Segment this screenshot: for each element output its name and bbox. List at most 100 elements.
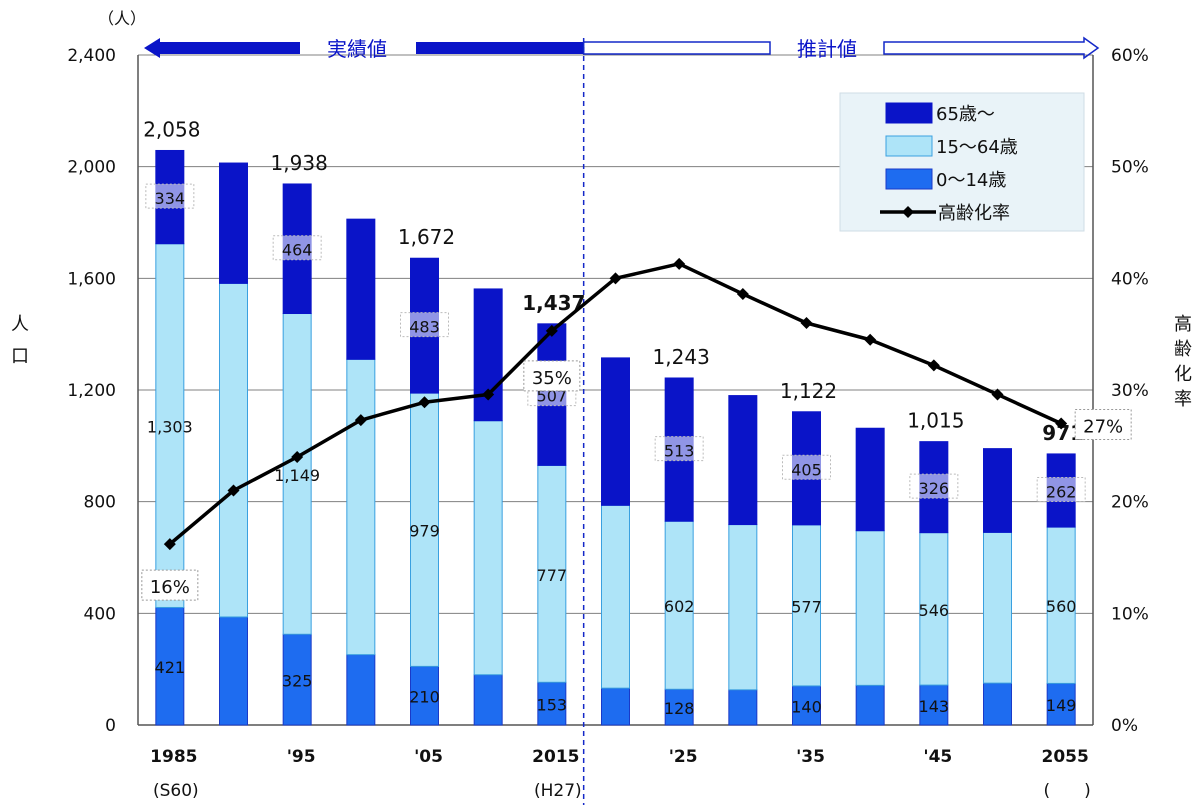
bar-value-label: 577 <box>791 597 822 616</box>
x-tick-label: '45 <box>923 747 952 767</box>
period-projection-label: 推計値 <box>797 37 857 61</box>
bar-value-label: 326 <box>919 479 950 498</box>
bar-age0-14 <box>219 616 248 726</box>
bar-age0-14 <box>855 684 885 726</box>
bar-label-box <box>909 473 959 499</box>
bar-label-box <box>272 235 322 261</box>
legend-label: 0～14歳 <box>936 170 1006 191</box>
y-left-tick-label: 800 <box>84 493 116 513</box>
ratio-label-box <box>141 569 199 601</box>
bar-age15-64 <box>346 358 376 656</box>
x-tick-label: '35 <box>796 747 825 767</box>
legend-line-marker <box>902 206 914 218</box>
x-tick-label: 2015 <box>532 747 579 767</box>
bar-age0-14 <box>728 689 758 726</box>
x-tick-label: '25 <box>669 747 698 767</box>
bar-value-label: 143 <box>919 697 950 716</box>
bar-age15-64 <box>1046 526 1076 684</box>
bar-value-label: 1,149 <box>274 466 320 485</box>
bar-value-label: 546 <box>919 601 950 620</box>
aging-ratio-marker <box>418 396 431 409</box>
y-left-tick-label: 2,400 <box>67 46 116 66</box>
bar-age0-14 <box>346 654 376 726</box>
bar-age15-64 <box>219 282 248 618</box>
bar-value-label: 153 <box>537 696 568 715</box>
bar-age15-64 <box>601 504 630 689</box>
bar-value-label: 560 <box>1046 597 1077 616</box>
y-left-unit-label: （人） <box>98 9 146 28</box>
aging-ratio-marker <box>1055 417 1068 430</box>
bar-age0-14 <box>601 687 630 726</box>
y-right-tick-label: 30% <box>1111 381 1149 401</box>
x-tick-label: '05 <box>414 747 443 767</box>
legend-swatch <box>885 102 933 124</box>
y-left-axis-title: 人口 <box>11 314 29 367</box>
bar-age15-64 <box>792 524 821 687</box>
aging-ratio-marker <box>991 388 1004 401</box>
actual-arrow-left <box>144 38 300 58</box>
bar-age65 <box>601 357 630 506</box>
y-left-tick-label: 1,600 <box>67 269 116 289</box>
bar-value-label: 421 <box>155 658 186 677</box>
bar-age65 <box>983 448 1012 533</box>
bar-age0-14 <box>919 684 949 726</box>
bar-age15-64 <box>473 420 503 676</box>
bar-age0-14 <box>473 674 503 726</box>
bar-age0-14 <box>537 681 567 726</box>
total-value-label: 1,672 <box>398 225 455 249</box>
bar-age0-14 <box>983 682 1012 726</box>
aging-ratio-marker <box>800 317 813 329</box>
bar-value-label: 128 <box>664 699 695 718</box>
x-sub-label: ( ) <box>1044 781 1091 801</box>
legend-swatch <box>885 168 933 190</box>
bar-age0-14 <box>1046 682 1076 726</box>
aging-ratio-marker <box>354 414 367 427</box>
bar-value-label: 210 <box>409 688 440 707</box>
y-left-tick-label: 2,000 <box>67 158 116 178</box>
y-left-tick-label: 400 <box>84 604 116 624</box>
bar-age15-64 <box>855 530 885 686</box>
total-value-label: 2,058 <box>143 117 200 141</box>
x-tick-label: 1985 <box>150 747 197 767</box>
legend-label: 高齢化率 <box>938 203 1010 224</box>
legend-swatch <box>885 135 933 157</box>
bar-value-label: 1,303 <box>147 418 193 437</box>
actual-arrow-bar <box>416 42 584 54</box>
aging-ratio-marker <box>864 333 877 346</box>
ratio-value-label: 16% <box>150 577 190 598</box>
y-right-tick-label: 50% <box>1111 158 1149 178</box>
projection-arrow-bar <box>582 41 771 55</box>
bar-age0-14 <box>792 685 821 726</box>
bar-value-label: 979 <box>409 522 440 541</box>
bar-age15-64 <box>983 531 1012 684</box>
bar-value-label: 405 <box>791 460 822 479</box>
ratio-value-label: 27% <box>1083 417 1123 438</box>
total-value-label: 1,015 <box>907 409 964 433</box>
legend-label: 15～64歳 <box>936 137 1018 158</box>
legend-label: 65歳～ <box>936 104 995 125</box>
bar-age15-64 <box>919 532 949 686</box>
bar-age0-14 <box>282 633 312 726</box>
bar-age0-14 <box>410 665 439 726</box>
bar-age65 <box>855 427 885 532</box>
ratio-value-label: 35% <box>532 368 572 389</box>
y-right-tick-label: 20% <box>1111 493 1149 513</box>
bar-value-label: 334 <box>155 189 186 208</box>
aging-ratio-marker <box>609 272 622 285</box>
bar-value-label: 149 <box>1046 696 1077 715</box>
bar-age15-64 <box>728 524 758 691</box>
y-left-tick-label: 0 <box>105 716 116 736</box>
total-value-label: 1,122 <box>780 379 837 403</box>
y-right-axis-title: 高齢化率 <box>1174 314 1192 410</box>
bar-value-label: 513 <box>664 442 695 461</box>
bar-value-label: 325 <box>282 672 313 691</box>
total-value-label: 1,938 <box>271 151 328 175</box>
bar-value-label: 464 <box>282 241 313 260</box>
legend-box <box>839 92 1085 232</box>
bar-value-label: 602 <box>664 597 695 616</box>
projection-arrow-head <box>883 36 1100 60</box>
y-left-tick-label: 1,200 <box>67 381 116 401</box>
bar-age0-14 <box>155 606 185 726</box>
